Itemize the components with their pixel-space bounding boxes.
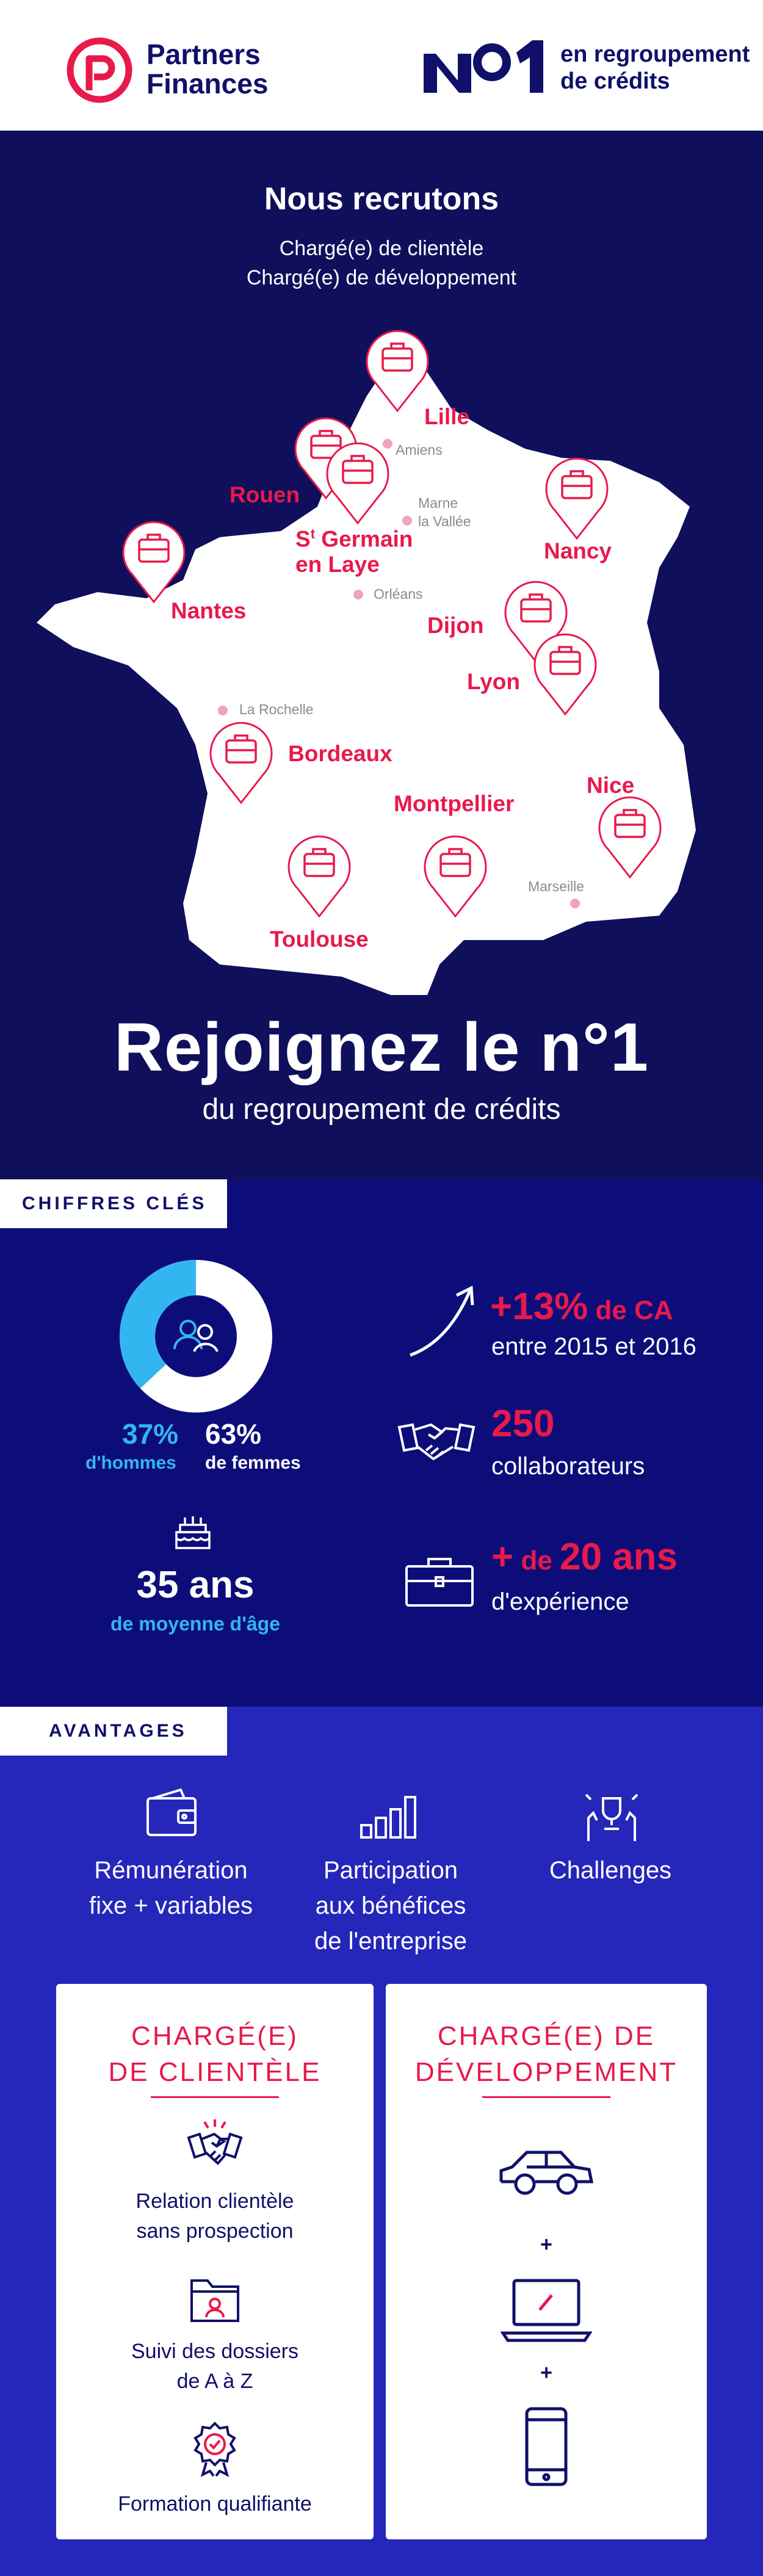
pin-briefcase-icon xyxy=(122,521,186,604)
experience-label: d'expérience xyxy=(491,1588,629,1615)
key-figures-section xyxy=(0,1181,763,1707)
city-montpellier: Montpellier xyxy=(394,791,515,816)
city-nancy: Nancy xyxy=(544,538,612,563)
city-st-germain: St Germain xyxy=(295,526,413,552)
smartphone-icon xyxy=(525,2407,568,2486)
employees-label: collaborateurs xyxy=(491,1453,645,1480)
no1-tagline-line1: en regroupement xyxy=(560,42,750,67)
card-client-advisor: CHARGÉ(E) DE CLIENTÈLE Relation clientèle… xyxy=(56,1984,374,2539)
header: Partners Finances en regroupement de cré… xyxy=(0,0,763,131)
plus-sign-1: + xyxy=(540,2233,552,2256)
join-title: Rejoignez le n°1 xyxy=(114,1009,649,1085)
card-dev-title: CHARGÉ(E) DE DÉVELOPPEMENT xyxy=(414,2021,678,2088)
france-map xyxy=(37,360,696,995)
pin-briefcase-icon xyxy=(545,457,609,540)
city-en-laye: en Laye xyxy=(295,552,380,577)
town-la-vallee: la Vallée xyxy=(418,513,471,529)
pin-briefcase-icon xyxy=(424,835,487,918)
pin-briefcase-icon xyxy=(287,835,351,918)
medal-icon xyxy=(193,2422,236,2477)
card-dev-divider xyxy=(482,2096,610,2098)
feature-training: Formation qualifiante xyxy=(118,2492,312,2516)
city-dijon: Dijon xyxy=(427,613,484,638)
city-nice: Nice xyxy=(587,773,635,798)
trophy-hands-icon xyxy=(585,1793,638,1841)
town-dot-marne xyxy=(402,516,412,526)
employees-count: 250 xyxy=(491,1403,555,1445)
job-title-client: Chargé(e) de clientèle xyxy=(279,237,484,260)
women-percentage: 63% xyxy=(205,1418,262,1450)
men-label: d'hommes xyxy=(85,1453,176,1473)
advantage-challenges: Challenges xyxy=(549,1857,672,1884)
gender-donut-chart xyxy=(120,1260,272,1413)
bar-chart-icon xyxy=(360,1796,416,1839)
revenue-growth-period: entre 2015 et 2016 xyxy=(491,1333,696,1360)
feature-client-relationship: Relation clientèle sans prospection xyxy=(136,2190,294,2243)
partners-finances-logo xyxy=(67,37,132,103)
users-icon xyxy=(173,1320,219,1352)
pin-briefcase-icon xyxy=(366,330,429,413)
town-marne: Marne xyxy=(418,495,458,511)
town-la-rochelle: La Rochelle xyxy=(239,701,314,717)
key-figures-tag: CHIFFRES CLÉS xyxy=(0,1179,227,1228)
brand-name-line2: Finances xyxy=(146,68,269,99)
experience-value: + de 20 ans xyxy=(491,1536,678,1578)
wallet-icon xyxy=(146,1788,197,1836)
brand-name-line1: Partners xyxy=(146,38,261,70)
pin-briefcase-icon xyxy=(533,633,597,716)
handshake-icon xyxy=(187,2119,243,2165)
average-age-label: de moyenne d'âge xyxy=(110,1613,280,1635)
briefcase-icon xyxy=(405,1558,474,1607)
town-amiens: Amiens xyxy=(396,442,443,458)
card-client-divider xyxy=(151,2096,279,2098)
town-dot-orleans xyxy=(353,590,363,599)
feature-file-tracking: Suivi des dossiers de A à Z xyxy=(131,2340,298,2393)
pin-briefcase-icon xyxy=(209,722,273,805)
card-client-title: CHARGÉ(E) DE CLIENTÈLE xyxy=(108,2021,322,2088)
job-title-dev: Chargé(e) de développement xyxy=(246,266,517,289)
cake-icon xyxy=(175,1516,211,1549)
handshake-icon xyxy=(397,1423,476,1461)
city-lyon: Lyon xyxy=(467,669,521,694)
city-toulouse: Toulouse xyxy=(270,927,369,952)
city-rouen: Rouen xyxy=(230,482,300,507)
town-dot-la-rochelle xyxy=(218,706,228,715)
city-nantes: Nantes xyxy=(171,598,247,623)
men-percentage: 37% xyxy=(122,1418,179,1450)
pin-briefcase-icon xyxy=(598,796,662,879)
no1-logo xyxy=(424,40,543,93)
average-age-value: 35 ans xyxy=(136,1564,255,1606)
join-subtitle: du regroupement de crédits xyxy=(202,1093,561,1126)
folder-user-icon xyxy=(190,2279,239,2322)
city-lille: Lille xyxy=(424,404,470,429)
town-dot-amiens xyxy=(383,439,392,449)
revenue-growth-value: +13% de CA xyxy=(490,1286,673,1328)
growth-arrow-icon xyxy=(410,1286,474,1357)
advantage-remuneration: Rémunération fixe + variables xyxy=(89,1857,253,1919)
pin-briefcase-icon xyxy=(326,442,389,525)
town-dot-marseille xyxy=(570,899,580,908)
advantages-tag: AVANTAGES xyxy=(0,1707,227,1756)
card-business-developer: CHARGÉ(E) DE DÉVELOPPEMENT + + xyxy=(386,1984,707,2539)
advantage-participation: Participation aux bénéfices de l'entrepris… xyxy=(314,1857,467,1955)
town-marseille: Marseille xyxy=(528,878,585,894)
plus-sign-2: + xyxy=(540,2361,552,2384)
laptop-icon xyxy=(501,2279,592,2342)
women-label: de femmes xyxy=(205,1453,301,1473)
city-bordeaux: Bordeaux xyxy=(288,741,392,766)
car-icon xyxy=(499,2151,594,2195)
no1-tagline-line2: de crédits xyxy=(560,68,670,94)
town-orleans: Orléans xyxy=(374,586,423,602)
recruiting-title: Nous recrutons xyxy=(264,181,499,217)
